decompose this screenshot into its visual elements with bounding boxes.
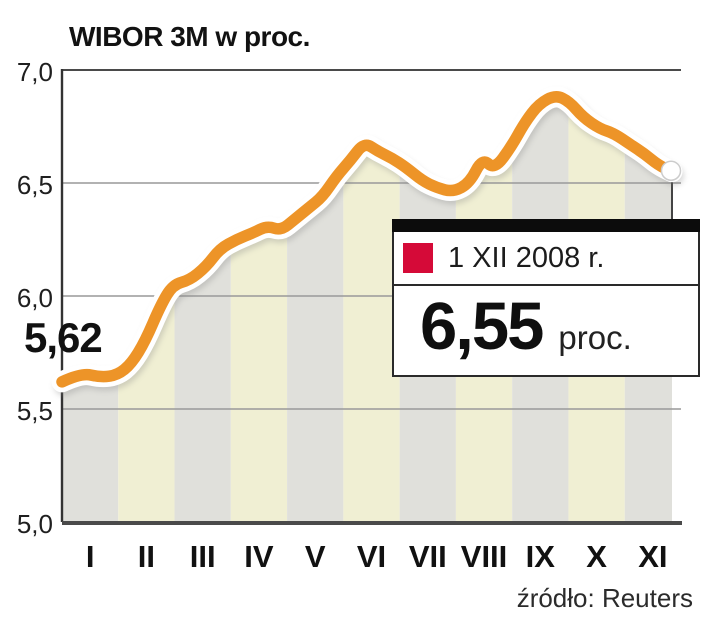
x-axis-tick-label: VII (408, 539, 447, 574)
y-axis-tick-label: 5,5 (16, 396, 53, 426)
x-axis-tick-label: I (85, 539, 95, 574)
x-axis-tick-label: IX (525, 539, 555, 574)
y-axis-tick-label: 6,5 (16, 170, 53, 200)
value-callout-box: 1 XII 2008 r. 6,55 proc. (392, 219, 700, 378)
x-axis-tick-label: VIII (460, 539, 508, 574)
y-axis-tick-label: 6,0 (16, 283, 53, 313)
x-axis-tick-label: II (137, 539, 156, 574)
x-axis-tick-label: XI (638, 539, 668, 574)
callout-value: 6,55 (420, 289, 544, 364)
y-axis-tick-label: 5,0 (16, 509, 53, 539)
series-line (56, 91, 678, 388)
callout-date-label: 1 XII 2008 r. (448, 241, 605, 274)
x-axis-tick-label: V (304, 539, 326, 574)
endpoint-marker (660, 160, 682, 181)
callout-unit-label: proc. (558, 319, 632, 356)
series-marker-icon (403, 243, 433, 273)
callout-body: 1 XII 2008 r. 6,55 proc. (392, 232, 700, 378)
callout-value-row: 6,55 proc. (394, 286, 698, 375)
callout-date-row: 1 XII 2008 r. (394, 232, 698, 286)
x-axis-tick-label: VI (356, 539, 387, 574)
y-axis-tick-label: 7,0 (16, 57, 53, 87)
chart-title: WIBOR 3M w proc. (69, 21, 310, 52)
source-attribution: źródło: Reuters (516, 583, 693, 613)
x-axis-tick-label: III (189, 539, 216, 574)
start-value-label: 5,62 (24, 314, 103, 361)
callout-top-bar (392, 219, 700, 232)
x-axis-tick-label: IV (244, 539, 274, 574)
x-axis-tick-label: X (586, 539, 607, 574)
